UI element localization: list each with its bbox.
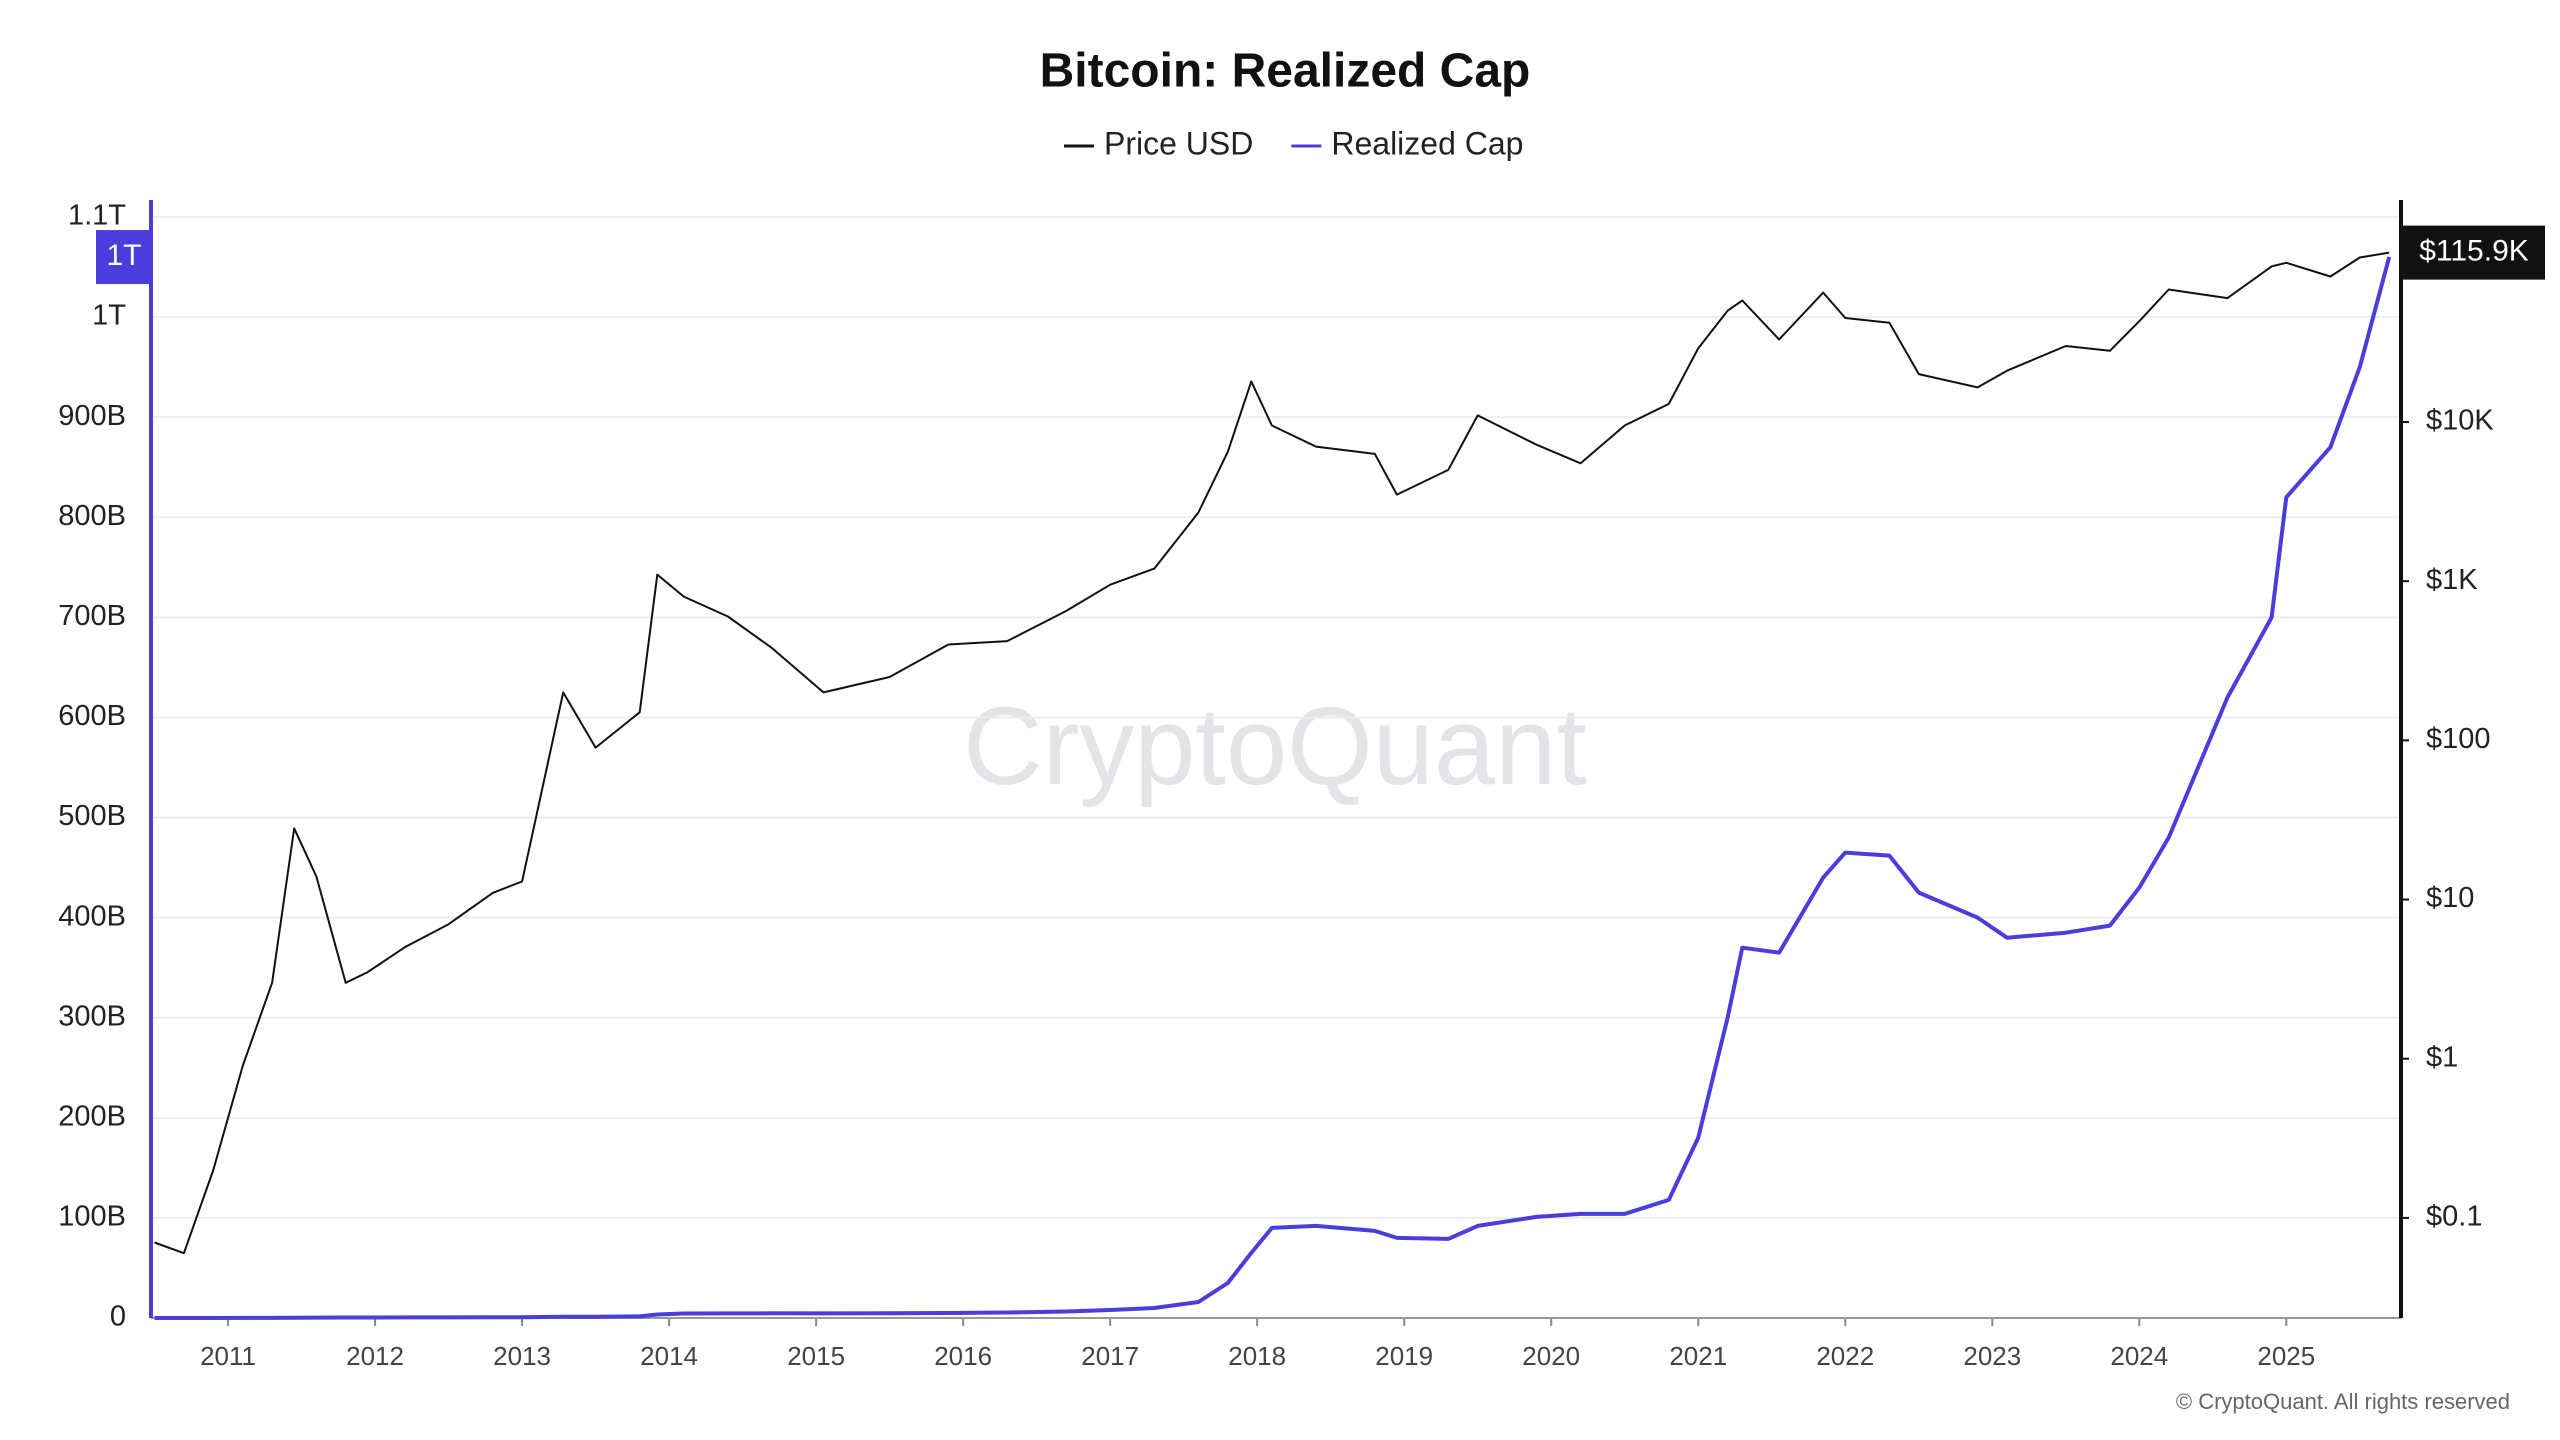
- x-tick-label: 2012: [346, 1341, 404, 1371]
- y-tick-label: 100B: [58, 1201, 126, 1233]
- y-tick-label: 400B: [58, 900, 126, 932]
- y-tick-label: 900B: [58, 400, 126, 432]
- x-tick-label: 2022: [1816, 1341, 1874, 1371]
- x-tick-label: 2011: [200, 1341, 256, 1371]
- x-tick-label: 2016: [934, 1341, 992, 1371]
- x-tick-label: 2019: [1375, 1341, 1433, 1371]
- chart-title: Bitcoin: Realized Cap: [1040, 45, 1531, 98]
- x-tick-label: 2018: [1228, 1341, 1286, 1371]
- x-tick-label: 2015: [787, 1341, 845, 1371]
- y-tick-label: 300B: [58, 1000, 126, 1032]
- series-line: [154, 251, 2390, 1255]
- y2-tick-label: $10K: [2426, 405, 2494, 437]
- y-tick-label: 1T: [92, 300, 126, 332]
- end-tag-label: $115.9K: [2419, 235, 2529, 268]
- legend-label: Price USD: [1104, 125, 1253, 161]
- end-tag: [2403, 225, 2545, 280]
- y-tick-label: 800B: [58, 500, 126, 532]
- x-tick-label: 2025: [2257, 1341, 2315, 1371]
- copyright: © CryptoQuant. All rights reserved: [2176, 1389, 2510, 1414]
- x-tick-label: 2020: [1522, 1341, 1580, 1371]
- y-tick-label: 200B: [58, 1100, 126, 1132]
- x-tick-label: 2017: [1081, 1341, 1139, 1371]
- x-tick-label: 2021: [1669, 1341, 1727, 1371]
- watermark: CryptoQuant: [963, 685, 1587, 808]
- y-tick-label: 700B: [58, 600, 126, 632]
- y-tick-label: 1.1T: [68, 200, 126, 232]
- y2-tick-label: $0.1: [2426, 1201, 2482, 1233]
- y2-tick-label: $10: [2426, 882, 2474, 914]
- x-tick-label: 2024: [2110, 1341, 2168, 1371]
- y-tick-label: 600B: [58, 700, 126, 732]
- x-tick-label: 2014: [640, 1341, 698, 1371]
- legend-label: Realized Cap: [1331, 125, 1523, 161]
- series-line: [154, 256, 2392, 1320]
- y2-tick-label: $100: [2426, 723, 2491, 755]
- y2-tick-label: $1K: [2426, 564, 2478, 596]
- x-tick-label: 2023: [1963, 1341, 2021, 1371]
- y-tick-label: 500B: [58, 800, 126, 832]
- end-tag: [96, 230, 151, 285]
- y2-tick-label: $1: [2426, 1041, 2458, 1073]
- y-tick-label: 0: [110, 1301, 126, 1333]
- x-tick-label: 2013: [493, 1341, 551, 1371]
- end-tag-label: 1T: [106, 239, 141, 272]
